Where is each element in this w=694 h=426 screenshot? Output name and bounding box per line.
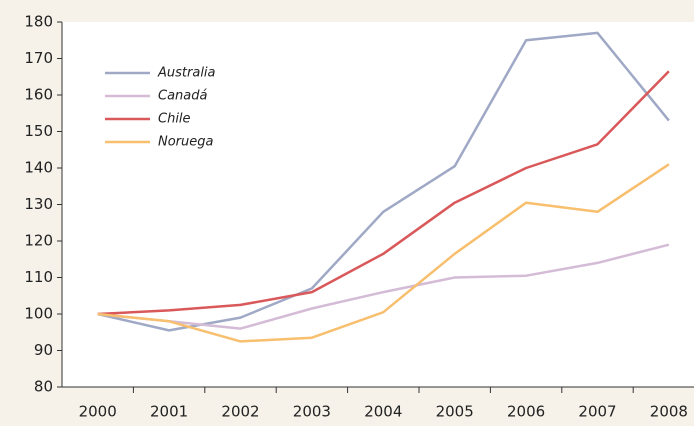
legend-label: Australia [157, 66, 216, 81]
y-tick-label: 150 [24, 122, 53, 140]
y-tick-label: 90 [34, 341, 53, 359]
x-tick-label: 2007 [578, 403, 616, 421]
x-tick-label: 2002 [221, 403, 259, 421]
x-tick-label: 2000 [79, 403, 117, 421]
y-tick-label: 140 [24, 159, 53, 177]
line-series [97, 243, 670, 330]
y-tick-label: 110 [24, 268, 53, 286]
line-series [97, 31, 670, 332]
x-tick-label: 2006 [507, 403, 545, 421]
legend-label: Canadá [158, 89, 208, 104]
y-tick-label: 120 [24, 232, 53, 250]
line-series [97, 70, 670, 316]
x-tick-label: 2005 [436, 403, 474, 421]
y-tick-label: 130 [24, 195, 53, 213]
x-tick-label: 2008 [650, 403, 688, 421]
y-tick-label: 170 [24, 49, 53, 67]
x-tick-label: 2001 [150, 403, 188, 421]
x-tick-label: 2003 [293, 403, 331, 421]
y-tick-label: 100 [24, 305, 53, 323]
line-series [97, 163, 670, 343]
plot-area [62, 22, 694, 387]
y-tick-label: 80 [34, 378, 53, 396]
y-tick-label: 160 [24, 86, 53, 104]
legend-label: Noruega [158, 135, 214, 150]
y-tick-label: 180 [24, 13, 53, 31]
x-tick-label: 2004 [364, 403, 402, 421]
legend-label: Chile [158, 112, 191, 127]
